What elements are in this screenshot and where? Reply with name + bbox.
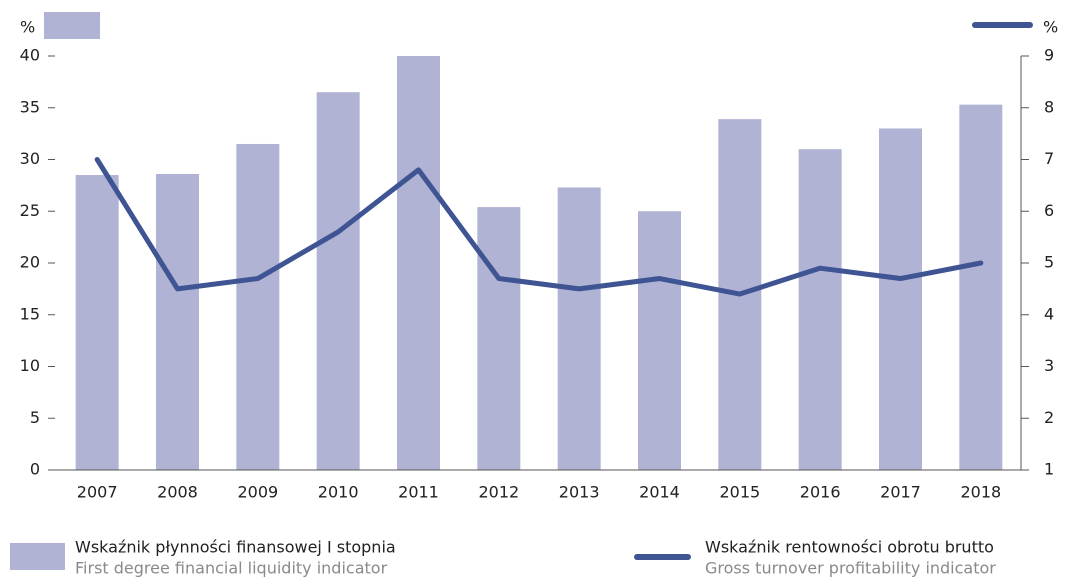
bar xyxy=(236,143,280,470)
x-tick-label: 2017 xyxy=(880,483,921,502)
x-tick-label: 2007 xyxy=(77,483,118,502)
x-tick-label: 2008 xyxy=(157,483,198,502)
y2-tick-label: 2 xyxy=(1044,408,1054,427)
x-tick-label: 2013 xyxy=(559,483,600,502)
bar xyxy=(798,149,842,470)
legend-label: Wskaźnik płynności finansowej I stopnia xyxy=(75,538,396,557)
legend-label: Wskaźnik rentowności obrotu brutto xyxy=(705,538,994,557)
bar xyxy=(397,56,440,470)
bar xyxy=(959,104,1003,471)
bar xyxy=(156,173,199,471)
y2-tick-label: 7 xyxy=(1044,149,1054,168)
x-tick-label: 2014 xyxy=(639,483,680,502)
y-tick-label: 40 xyxy=(20,46,40,65)
legend-label-en: Gross turnover profitability indicator xyxy=(705,559,996,578)
y2-tick-label: 5 xyxy=(1044,253,1054,272)
bar xyxy=(557,187,601,470)
bar xyxy=(879,128,922,470)
x-tick-label: 2018 xyxy=(960,483,1001,502)
y-tick-label: 10 xyxy=(20,356,40,375)
x-tick-label: 2012 xyxy=(478,483,519,502)
y-tick-label: 0 xyxy=(30,460,40,479)
y-tick-label: 30 xyxy=(20,149,40,168)
y2-tick-label: 3 xyxy=(1044,356,1054,375)
legend-label-en: First degree financial liquidity indicat… xyxy=(75,559,388,578)
bar xyxy=(477,207,521,471)
x-tick-label: 2016 xyxy=(800,483,841,502)
y2-tick-label: 9 xyxy=(1044,46,1054,65)
y-unit: % xyxy=(20,18,35,37)
y-tick-label: 5 xyxy=(30,408,40,427)
y2-tick-label: 8 xyxy=(1044,97,1054,116)
unit-swatch xyxy=(44,12,100,39)
y-tick-label: 20 xyxy=(20,253,40,272)
y2-tick-label: 4 xyxy=(1044,304,1054,323)
x-tick-label: 2010 xyxy=(318,483,359,502)
y-tick-label: 15 xyxy=(20,304,40,323)
bar xyxy=(638,211,681,470)
bar xyxy=(316,92,360,470)
y-tick-label: 35 xyxy=(20,97,40,116)
x-tick-label: 2009 xyxy=(237,483,278,502)
x-tick-label: 2015 xyxy=(719,483,760,502)
y2-unit: % xyxy=(1043,18,1058,37)
x-tick-label: 2011 xyxy=(398,483,439,502)
line xyxy=(94,157,984,297)
legend-swatch xyxy=(10,543,65,570)
y2-tick-label: 6 xyxy=(1044,201,1054,220)
y2-tick-label: 1 xyxy=(1044,460,1054,479)
y-tick-label: 25 xyxy=(20,201,40,220)
bar xyxy=(75,175,119,470)
